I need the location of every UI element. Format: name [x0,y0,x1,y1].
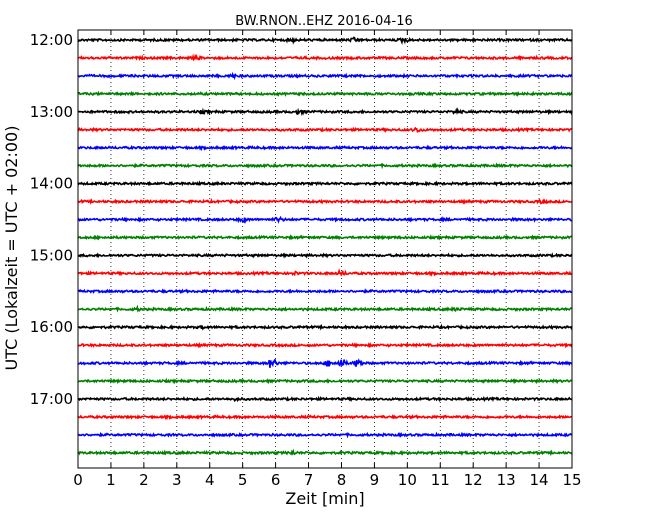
x-tick-label: 11 [431,471,450,489]
chart-title: BW.RNON..EHZ 2016-04-16 [235,14,413,29]
y-tick-label: 14:00 [30,175,73,193]
seismic-trace-1200 [77,36,573,46]
y-tick-label: 13:00 [30,103,73,121]
seismic-trace-1500 [77,252,573,259]
seismic-trace-1615 [77,341,573,349]
seismic-trace-1630 [77,358,573,368]
y-tick-label: 15:00 [30,246,73,264]
y-axis-label: UTC (Lokalzeit = UTC + 02:00) [2,126,21,371]
seismic-trace-1445 [77,234,573,241]
x-tick-label: 0 [73,471,83,489]
x-tick-label: 7 [304,471,314,489]
x-tick-label: 15 [562,471,581,489]
seismic-trace-1415 [77,198,573,205]
seismic-trace-1345 [77,162,573,170]
x-tick-label: 5 [238,471,248,489]
x-tick-label: 8 [337,471,347,489]
seismic-trace-1715 [77,413,573,421]
seismic-traces [77,36,573,457]
seismic-trace-1400 [77,180,573,187]
seismic-trace-1330 [77,144,573,152]
seismic-trace-1700 [77,395,573,403]
x-tick-label: 12 [464,471,483,489]
y-tick-label: 17:00 [30,390,73,408]
seismic-trace-1230 [77,71,573,81]
seismic-trace-1515 [77,268,573,277]
x-tick-label: 4 [205,471,215,489]
x-tick-label: 2 [139,471,149,489]
seismic-trace-1300 [77,107,573,117]
seismic-trace-1315 [77,126,573,133]
x-tick-label: 9 [370,471,380,489]
x-axis-label: Zeit [min] [285,489,364,508]
x-tick-label: 1 [106,471,116,489]
x-tick-label: 3 [172,471,182,489]
seismic-trace-1600 [77,323,573,331]
x-tick-label: 14 [530,471,549,489]
x-tick-label: 13 [497,471,516,489]
seismic-trace-1645 [77,377,573,385]
x-tick-label: 6 [271,471,281,489]
y-tick-label: 16:00 [30,318,73,336]
plot-frame [77,29,573,469]
axis-ticks: 0 1 2 3 4 5 6 7 8 9 10 11 12 13 14 1512:0013:0014:0015:… [30,30,582,489]
seismic-trace-1245 [77,90,573,98]
seismic-trace-1545 [77,304,573,313]
x-tick-label: 10 [398,471,417,489]
seismic-trace-1430 [77,215,573,225]
seismic-trace-1215 [77,53,573,62]
seismic-trace-1530 [77,288,573,295]
seismic-trace-1730 [77,431,573,439]
y-tick-label: 12:00 [30,31,73,49]
seismic-trace-1745 [77,448,573,457]
plot-area [78,30,572,468]
